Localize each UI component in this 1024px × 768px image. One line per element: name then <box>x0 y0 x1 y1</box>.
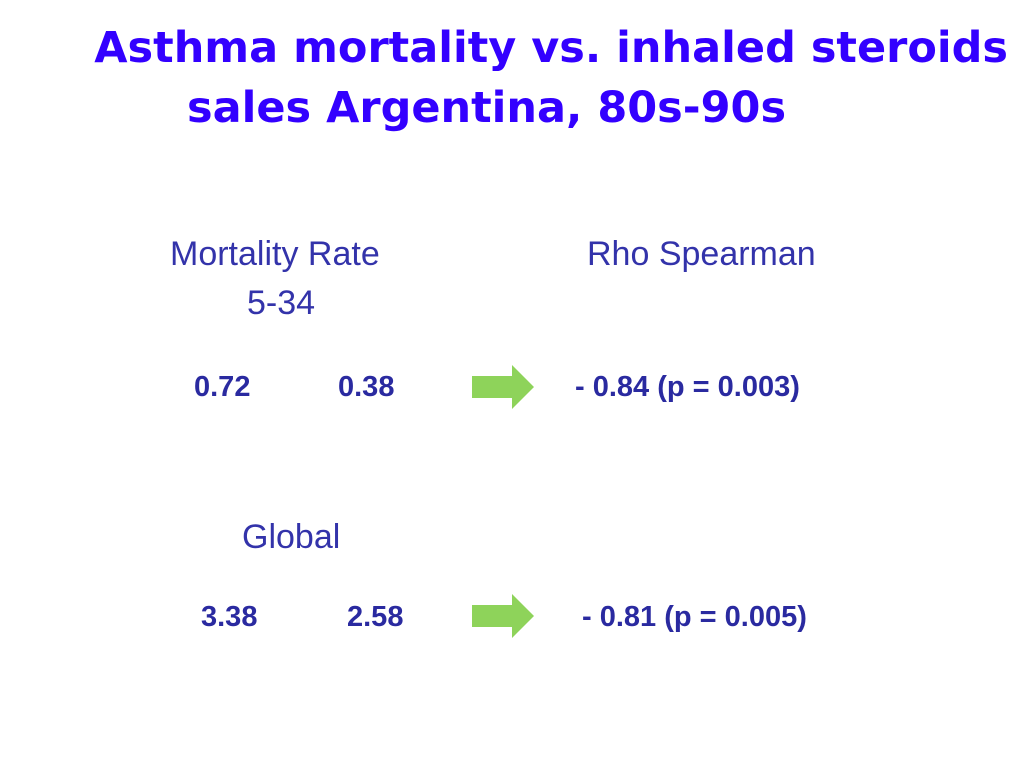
mortality-rate-heading: Mortality Rate <box>170 235 380 273</box>
row-1-result: - 0.84 (p = 0.003) <box>575 371 800 403</box>
global-heading: Global <box>242 518 341 556</box>
row-2-result: - 0.81 (p = 0.005) <box>582 601 807 633</box>
row-1-value-b: 0.38 <box>338 371 395 403</box>
rho-spearman-heading: Rho Spearman <box>587 235 816 273</box>
right-arrow-icon <box>472 365 534 409</box>
slide-title-line-1: Asthma mortality vs. inhaled steroids <box>94 23 1008 73</box>
right-arrow-icon <box>472 594 534 638</box>
mortality-age-range: 5-34 <box>247 284 316 322</box>
row-1-value-a: 0.72 <box>194 371 251 403</box>
row-2-value-b: 2.58 <box>347 601 404 633</box>
row-2-value-a: 3.38 <box>201 601 258 633</box>
slide-title-line-2: sales Argentina, 80s-90s <box>187 83 787 133</box>
